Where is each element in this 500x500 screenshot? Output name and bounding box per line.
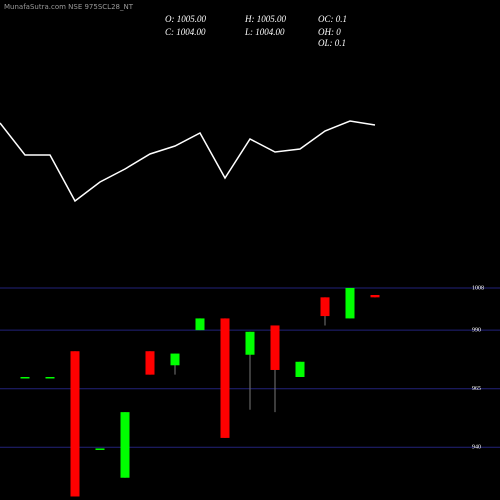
ohlc-info: C: 1004.00 [165, 27, 206, 37]
candle-body [220, 318, 230, 438]
candle-body [170, 353, 180, 366]
ohlc-info: L: 1004.00 [244, 27, 285, 37]
ohlc-info: H: 1005.00 [244, 14, 286, 24]
candle-body [20, 376, 30, 379]
y-tick-label: 990 [472, 328, 481, 334]
candle-body [295, 361, 305, 377]
line-series [0, 120, 376, 203]
candle-body [345, 287, 355, 319]
chart-title: MunafaSutra.com NSE 975SCL28_NT [4, 3, 134, 11]
candle-body [370, 294, 380, 298]
ohlc-info: OC: 0.1 [318, 14, 347, 24]
candle-body [320, 297, 330, 317]
candle-body [245, 331, 255, 355]
ohlc-info: O: 1005.00 [165, 14, 206, 24]
candle-body [95, 448, 105, 450]
candle-body [270, 325, 280, 370]
candle-body [195, 318, 205, 331]
y-tick-label: 1008 [472, 285, 484, 291]
ohlc-info: OL: 0.1 [318, 38, 346, 48]
candle-body [70, 351, 80, 497]
ohlc-info: OH: 0 [318, 27, 341, 37]
y-tick-label: 965 [472, 386, 481, 392]
candle-body [120, 412, 130, 478]
candle-body [45, 376, 55, 379]
candle-body [145, 351, 155, 375]
y-tick-label: 940 [472, 445, 481, 451]
